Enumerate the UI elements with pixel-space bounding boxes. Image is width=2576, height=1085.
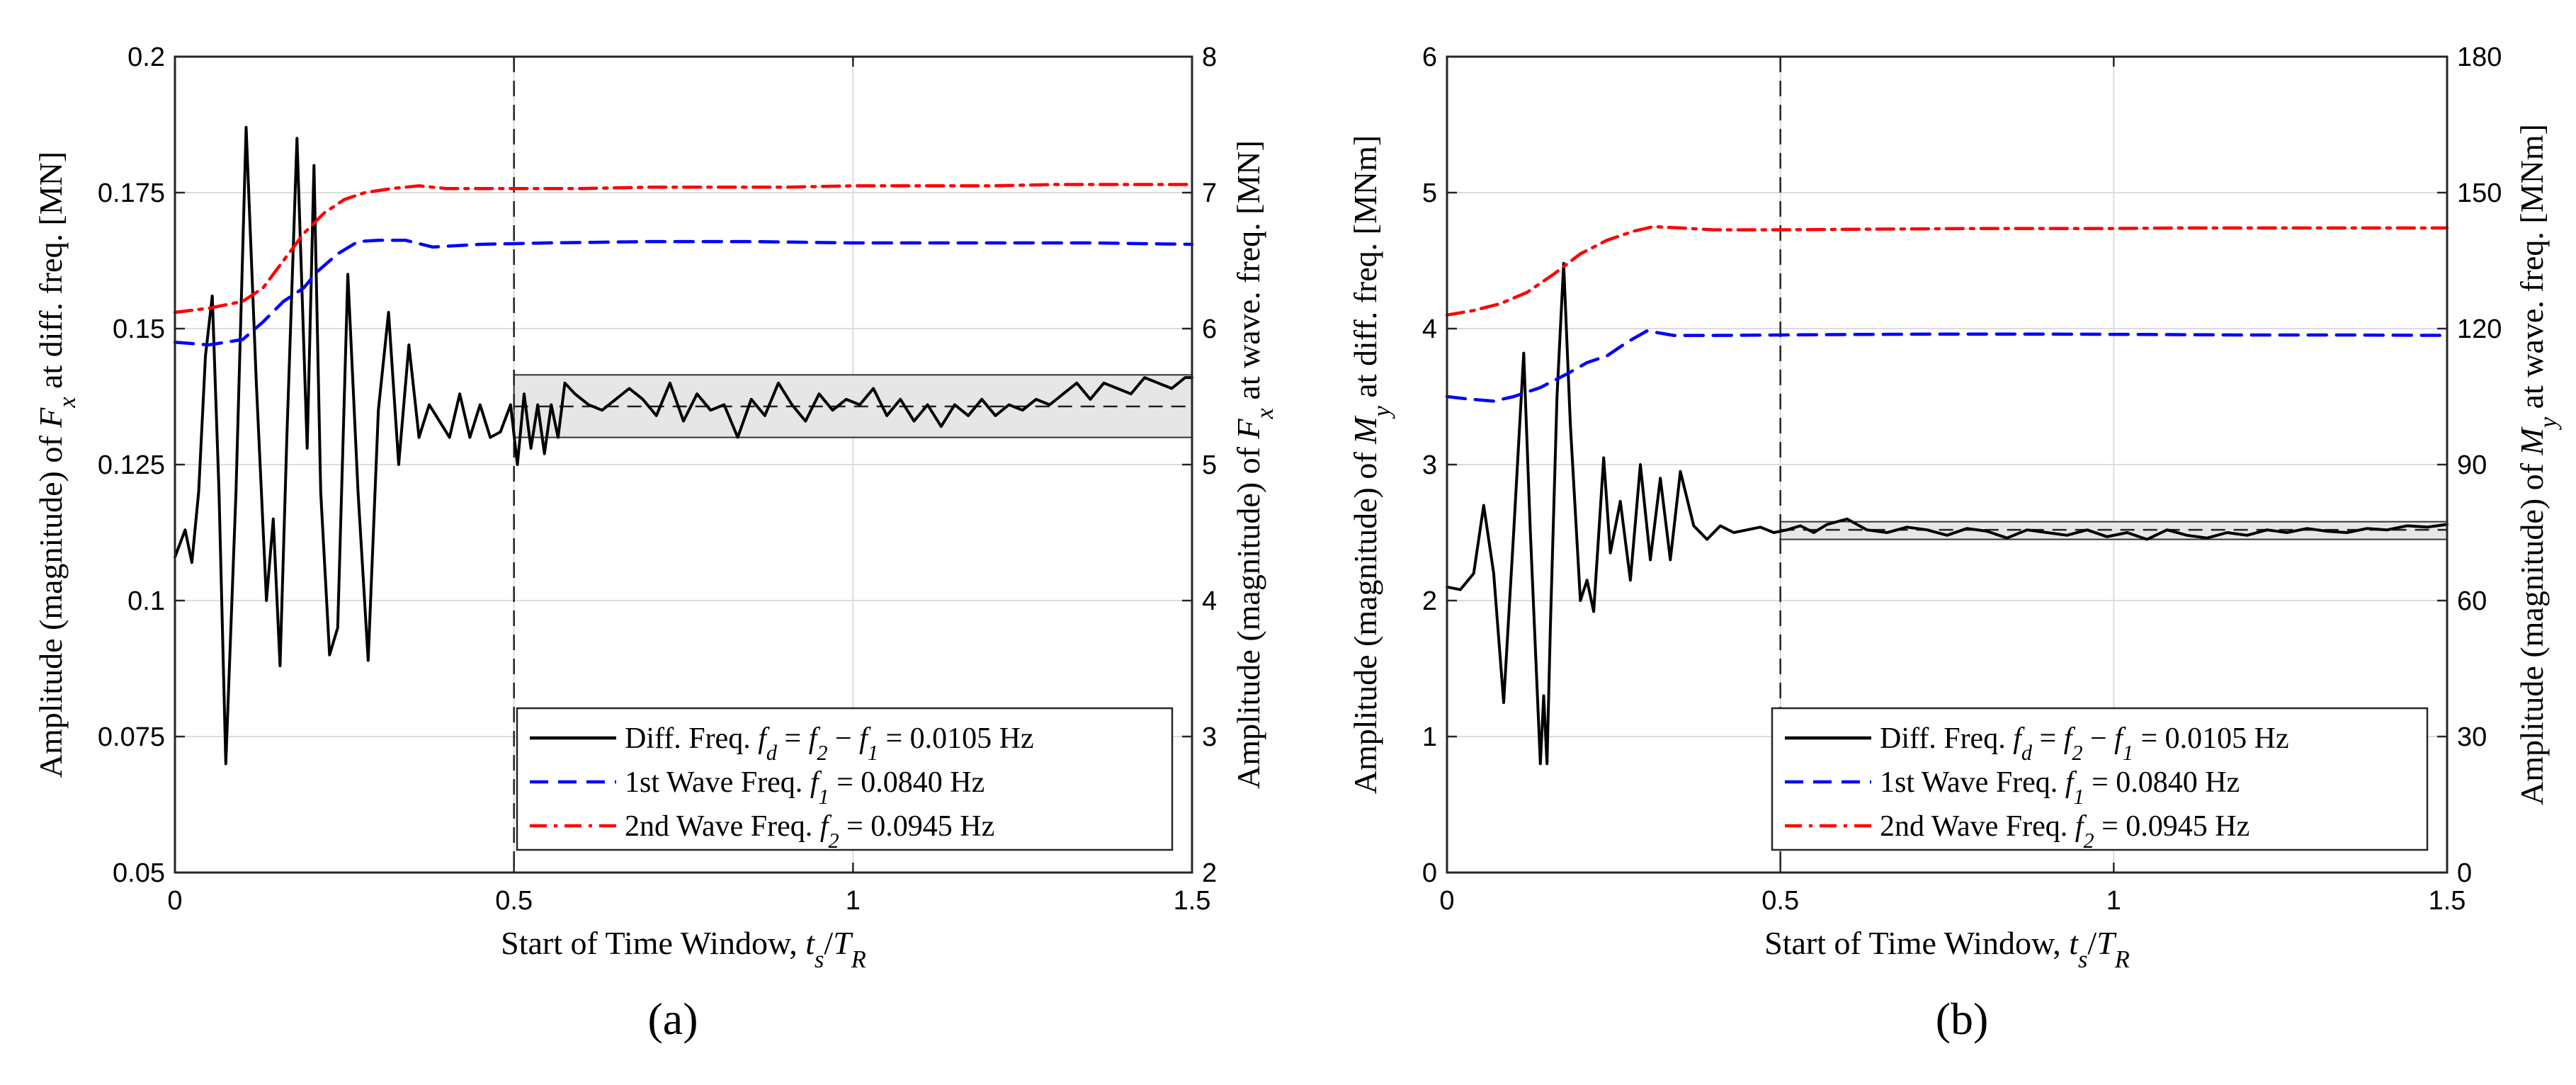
y-tick-label-left: 5 [1422, 178, 1437, 208]
y-tick-label-left: 0.1 [127, 586, 165, 616]
y-axis-label-right: Amplitude (magnitude) of My at wave. fre… [2514, 124, 2562, 805]
y-axis-label-left: Amplitude (magnitude) of Fx at diff. fre… [33, 152, 81, 778]
y-tick-label-right: 7 [1202, 178, 1217, 208]
y-tick-label-right: 8 [1202, 42, 1217, 72]
legend-box [516, 707, 1174, 851]
y-tick-label-right: 180 [2457, 42, 2502, 72]
panel-caption: (b) [1936, 994, 1989, 1044]
x-tick-label: 0 [167, 886, 182, 916]
y-tick-label-left: 0.175 [98, 178, 165, 208]
y-tick-label-right: 60 [2457, 586, 2487, 616]
series-line-3 [173, 183, 1194, 314]
series-line-2 [1445, 329, 2449, 403]
y-tick-label-right: 5 [1202, 450, 1217, 480]
y-tick-label-right: 0 [2457, 858, 2472, 888]
y-axis-label-left: Amplitude (magnitude) of My at diff. fre… [1347, 135, 1395, 794]
y-tick-label-right: 6 [1202, 314, 1217, 344]
y-tick-label-right: 4 [1202, 586, 1217, 616]
legend-label-2: 1st Wave Freq. f1 = 0.0840 Hz [625, 766, 985, 809]
y-tick-label-left: 3 [1422, 450, 1437, 480]
series-line-3 [1445, 225, 2449, 317]
x-tick-label: 1 [846, 886, 861, 916]
y-tick-label-left: 6 [1422, 42, 1437, 72]
legend-label-1: Diff. Freq. fd = f2 − f1 = 0.0105 Hz [625, 722, 1034, 765]
legend-label-3: 2nd Wave Freq. f2 = 0.0945 Hz [625, 810, 994, 853]
legend-label-2: 1st Wave Freq. f1 = 0.0840 Hz [1880, 766, 2240, 809]
x-tick-label: 1 [2106, 886, 2121, 916]
x-axis-label: Start of Time Window, ts/TR [1764, 925, 2130, 973]
x-tick-label: 1.5 [2429, 886, 2466, 916]
y-tick-label-left: 0.075 [98, 722, 165, 752]
x-axis-label: Start of Time Window, ts/TR [501, 925, 866, 973]
y-axis-label-right: Amplitude (magnitude) of Fx at wave. fre… [1230, 140, 1278, 789]
y-tick-label-right: 2 [1202, 858, 1217, 888]
panel-caption: (a) [647, 994, 698, 1044]
legend-label-3: 2nd Wave Freq. f2 = 0.0945 Hz [1880, 810, 2249, 853]
y-tick-label-left: 0 [1422, 858, 1437, 888]
x-tick-label: 0 [1439, 886, 1454, 916]
panel-a: 0 0.5 1 1.5 0.05 0.075 0.1 0.125 0.15 0.175 0.2 2 3 4… [33, 42, 1278, 1044]
y-tick-label-right: 120 [2457, 314, 2502, 344]
y-tick-label-right: 30 [2457, 722, 2487, 752]
y-tick-label-right: 150 [2457, 178, 2502, 208]
series-line-1 [1446, 261, 2449, 766]
y-tick-label-left: 1 [1422, 722, 1437, 752]
legend-box [1771, 707, 2429, 851]
y-tick-label-right: 90 [2457, 450, 2487, 480]
y-tick-label-left: 0.2 [127, 42, 165, 72]
series-line-1 [174, 125, 1193, 766]
y-tick-label-left: 0.125 [98, 450, 165, 480]
legend-label-1: Diff. Freq. fd = f2 − f1 = 0.0105 Hz [1880, 722, 2289, 765]
x-tick-label: 0.5 [495, 886, 533, 916]
y-tick-label-left: 0.05 [113, 858, 165, 888]
x-tick-label: 0.5 [1761, 886, 1799, 916]
y-tick-label-left: 0.15 [113, 314, 165, 344]
y-tick-label-right: 3 [1202, 722, 1217, 752]
y-tick-label-left: 4 [1422, 314, 1437, 344]
y-tick-label-left: 2 [1422, 586, 1437, 616]
series-line-2 [173, 238, 1194, 347]
x-tick-label: 1.5 [1174, 886, 1211, 916]
